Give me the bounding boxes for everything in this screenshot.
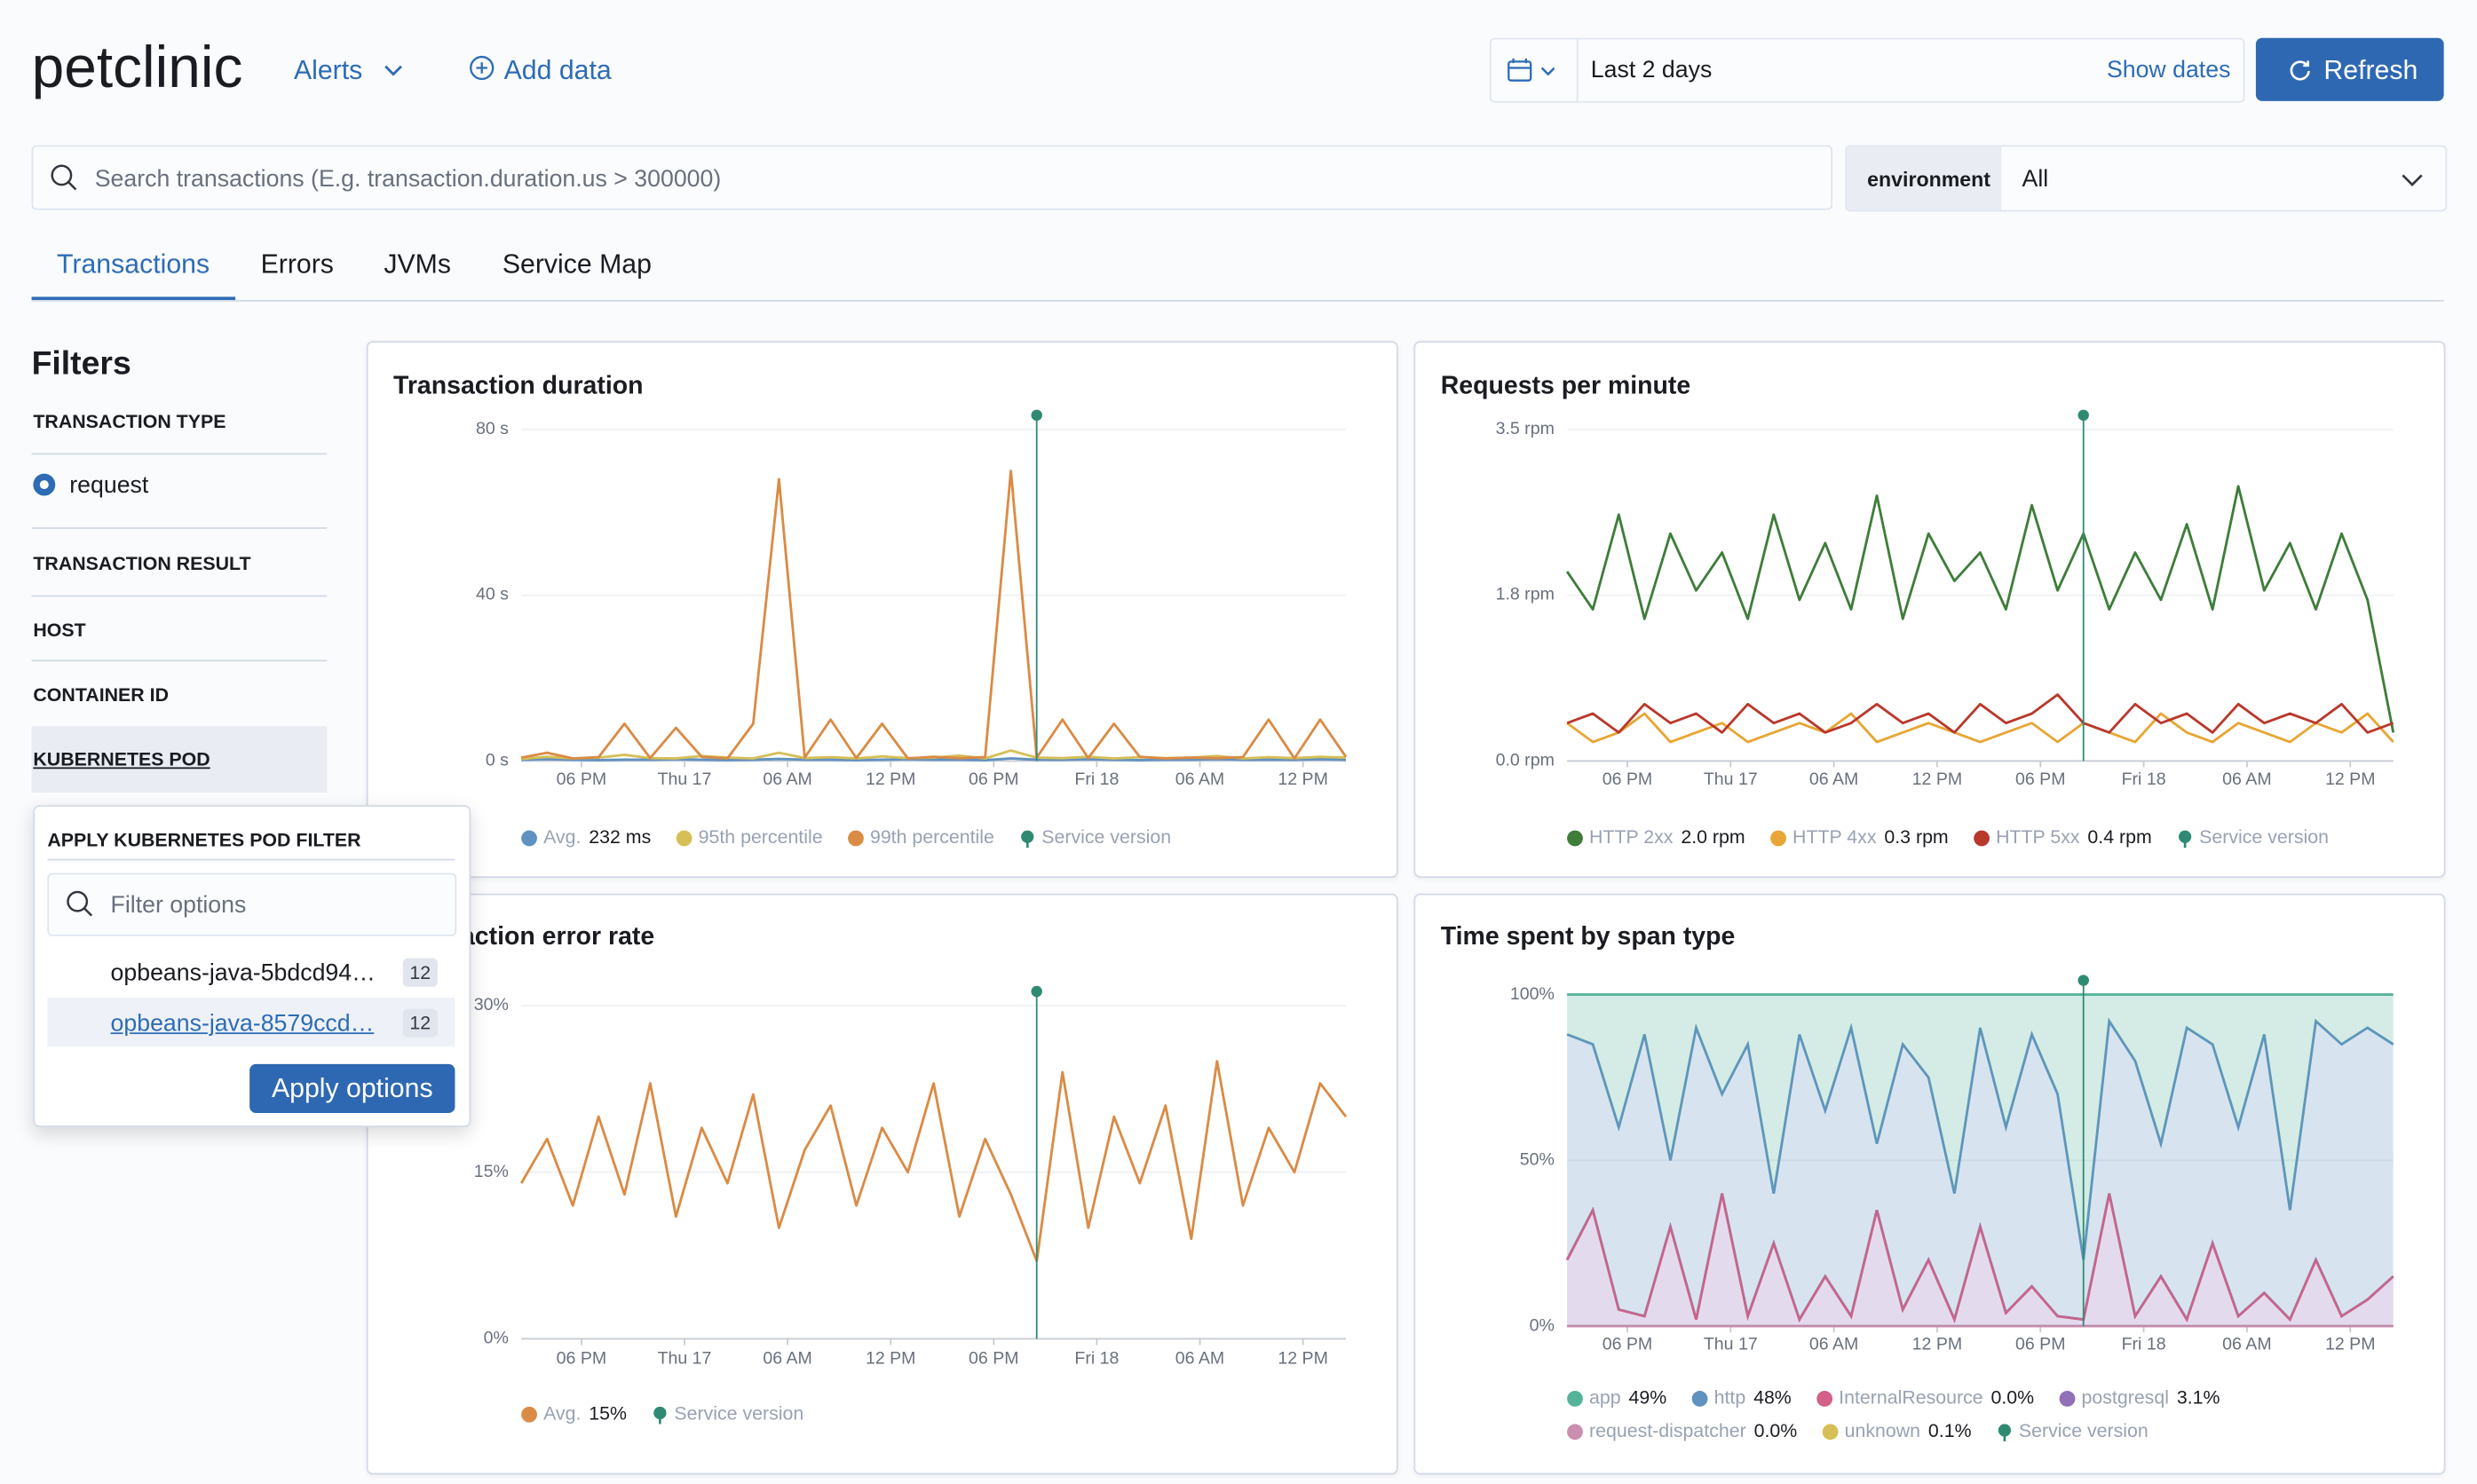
search-bar[interactable]: Search transactions (E.g. transaction.du… [31,145,1833,210]
alerts-menu[interactable]: Alerts [294,55,405,87]
search-icon [67,890,93,917]
environment-value: All [2022,165,2049,193]
refresh-button[interactable]: Refresh [2255,37,2444,101]
filter-label[interactable]: KUBERNETES POD [33,748,210,771]
pod-option[interactable]: opbeans-java-5bdcd94… [110,959,376,987]
separator [31,453,328,455]
calendar-button[interactable] [1492,39,1579,101]
tab-active[interactable]: Transactions [57,249,210,280]
calendar-icon [1508,58,1555,82]
filters-title: Filters [31,345,131,383]
filter-search[interactable]: Filter options [47,872,457,936]
search-placeholder: Search transactions (E.g. transaction.du… [94,165,722,193]
chevron [2402,174,2423,186]
environment-select[interactable]: environment All [1845,145,2448,212]
filter-search-placeholder: Filter options [110,891,247,920]
pod-option[interactable]: opbeans-java-8579ccd… [110,1010,375,1038]
app-name: petclinic [31,35,243,100]
separator [31,659,328,662]
tab[interactable]: Service Map [502,249,652,280]
chevron [384,65,403,76]
popover: APPLY KUBERNETES POD FILTER Filter optio… [33,805,471,1128]
tabs-border [31,299,2444,302]
popover-title: APPLY KUBERNETES POD FILTER [47,828,361,851]
plus-icon [470,55,495,81]
filter-option[interactable]: request [69,471,149,500]
add-data-label: Add data [503,55,612,86]
date-range: Last 2 days [1590,57,1713,84]
pod-count: 12 [402,1008,438,1038]
separator [31,527,328,529]
show-dates[interactable]: Show dates [2106,57,2231,84]
radio[interactable] [32,472,57,497]
filter-active-bg [31,726,328,793]
filter-label[interactable]: TRANSACTION TYPE [33,410,226,433]
pod-count: 12 [402,958,438,987]
filter-label[interactable]: CONTAINER ID [33,683,170,706]
option-highlight [47,998,455,1047]
environment-prepend [1847,146,2002,210]
refresh-label: Refresh [2323,55,2418,86]
panel [1413,893,2446,1475]
tab[interactable]: Errors [260,249,334,280]
panel [366,341,1398,878]
tab[interactable]: JVMs [384,249,452,280]
panel [1413,341,2446,878]
search-icon [51,164,77,191]
separator [47,858,455,861]
tab-underline [31,296,236,300]
panel [366,893,1398,1475]
separator [31,595,328,597]
environment-label: environment [1867,167,1990,192]
date-picker[interactable]: Last 2 days Show dates [1489,37,2245,103]
add-data[interactable]: Add data [469,55,612,87]
alerts-label: Alerts [293,55,363,86]
apply-button[interactable]: Apply options [249,1063,455,1113]
filter-label[interactable]: HOST [33,619,86,642]
filter-label[interactable]: TRANSACTION RESULT [33,552,251,575]
refresh-icon [2290,60,2310,81]
